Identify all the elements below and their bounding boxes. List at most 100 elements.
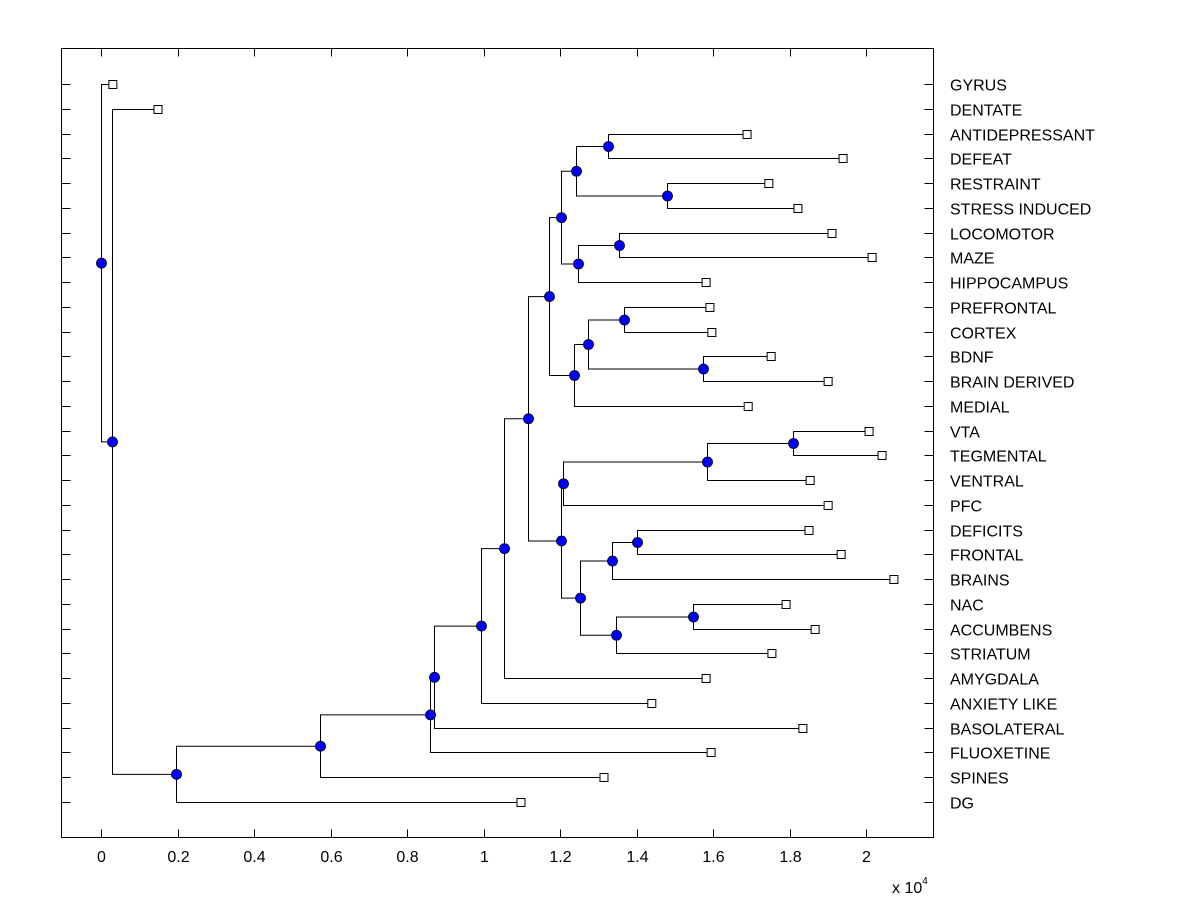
leaf-label: PREFRONTAL (950, 301, 1056, 318)
node-marker (607, 555, 618, 567)
node-marker (476, 620, 487, 632)
node-marker (425, 709, 436, 721)
dendrogram-link (528, 296, 549, 419)
leaf-label: BRAINS (950, 573, 1010, 590)
dendrogram-link (707, 462, 811, 481)
node-marker (575, 592, 586, 604)
node-marker (96, 257, 107, 269)
leaf-label: ANTIDEPRESSANT (950, 128, 1095, 145)
leaf-marker (742, 130, 752, 139)
leaf-label: NAC (950, 598, 984, 615)
node-marker (603, 141, 614, 152)
leaf-marker (766, 352, 776, 361)
leaf-marker (108, 80, 118, 89)
node-marker (556, 535, 567, 547)
dendrogram-link (434, 677, 803, 729)
leaf-label: GYRUS (950, 78, 1007, 95)
node-marker (788, 438, 799, 449)
leaf-label: ACCUMBENS (950, 623, 1052, 640)
leaf-label: FRONTAL (950, 548, 1024, 565)
leaf-marker (793, 204, 803, 213)
node-marker (619, 314, 630, 326)
leaf-label: STRESS INDUCED (950, 202, 1091, 219)
x-tick-label: 1.6 (702, 849, 724, 866)
node-marker (611, 629, 622, 641)
dendrogram-link (112, 109, 158, 442)
dendrogram-link (563, 483, 829, 506)
leaf-marker (877, 451, 887, 460)
leaf-markers (108, 80, 899, 807)
leaf-label: BDNF (950, 350, 994, 367)
leaf-label: DEFICITS (950, 524, 1023, 541)
dendrogram-link (504, 418, 528, 549)
node-marker (429, 671, 440, 683)
dendrogram-link (578, 264, 707, 283)
leaf-label: STRIATUM (950, 647, 1031, 664)
leaf-label: DENTATE (950, 103, 1022, 120)
leaf-label: ANXIETY LIKE (950, 697, 1057, 714)
leaf-marker (805, 476, 815, 485)
leaf-label: DEFEAT (950, 152, 1012, 169)
leaf-labels: GYRUS DENTATE ANTIDEPRESSANT DEFEAT RESTRAIN… (950, 78, 1095, 813)
dendrogram-link (504, 548, 707, 679)
leaf-label: DG (950, 796, 974, 813)
leaf-marker (706, 748, 716, 757)
leaf-marker (647, 699, 657, 708)
leaf-label: VENTRAL (950, 474, 1024, 491)
dendrogram-link (481, 626, 652, 704)
leaf-marker (867, 253, 877, 262)
dendrogram-link (588, 344, 703, 370)
leaf-marker (827, 229, 837, 238)
node-marker (688, 611, 699, 623)
leaf-label: FLUOXETINE (950, 746, 1050, 763)
leaf-marker (153, 105, 163, 114)
leaf-label: PFC (950, 499, 982, 516)
dendrogram-link (612, 561, 894, 580)
leaf-marker (838, 154, 848, 163)
dendrogram-link (176, 745, 321, 775)
dendrogram-link (576, 171, 667, 197)
dendrogram-link (549, 296, 575, 376)
leaf-label: CORTEX (950, 326, 1017, 343)
dendrogram-link (561, 217, 579, 265)
dendrogram-link (578, 245, 619, 264)
node-marker (523, 413, 534, 425)
dendrogram-link (563, 461, 707, 484)
leaf-marker (798, 724, 808, 733)
node-marker (544, 291, 555, 302)
x-tick-label: 0 (97, 849, 106, 866)
leaf-label: BASOLATERAL (950, 722, 1065, 739)
leaf-marker (804, 526, 814, 535)
x-tick-label: 0.2 (167, 849, 189, 866)
x-tick-label: 1.8 (779, 849, 801, 866)
node-marker (702, 456, 713, 468)
dendrogram-link (616, 635, 772, 654)
node-marker (315, 740, 326, 752)
leaf-marker (781, 600, 791, 609)
leaf-marker (810, 625, 820, 634)
dendrogram-link (580, 598, 617, 636)
dendrogram-link (561, 540, 581, 599)
leaf-marker (889, 575, 899, 584)
leaf-marker (823, 501, 833, 510)
x-tick-label: 1.4 (626, 849, 648, 866)
plot-frame (61, 48, 934, 838)
leaf-marker (767, 649, 777, 658)
leaf-label: BRAIN DERIVED (950, 375, 1074, 392)
dendrogram-link (576, 146, 608, 172)
leaf-marker (701, 674, 711, 683)
node-marker (499, 543, 510, 555)
dendrogram-link (588, 319, 624, 345)
leaf-marker (705, 303, 715, 312)
x-tick-label: 0.6 (320, 849, 342, 866)
dendrogram-link (176, 774, 521, 803)
leaf-label: SPINES (950, 771, 1009, 788)
node-marker (573, 258, 584, 270)
node-marker (107, 436, 118, 448)
leaf-label: VTA (950, 425, 980, 442)
x-tick-label: 1 (480, 849, 489, 866)
leaf-label: MAZE (950, 251, 994, 268)
node-marker (614, 240, 625, 251)
node-markers (96, 141, 799, 780)
